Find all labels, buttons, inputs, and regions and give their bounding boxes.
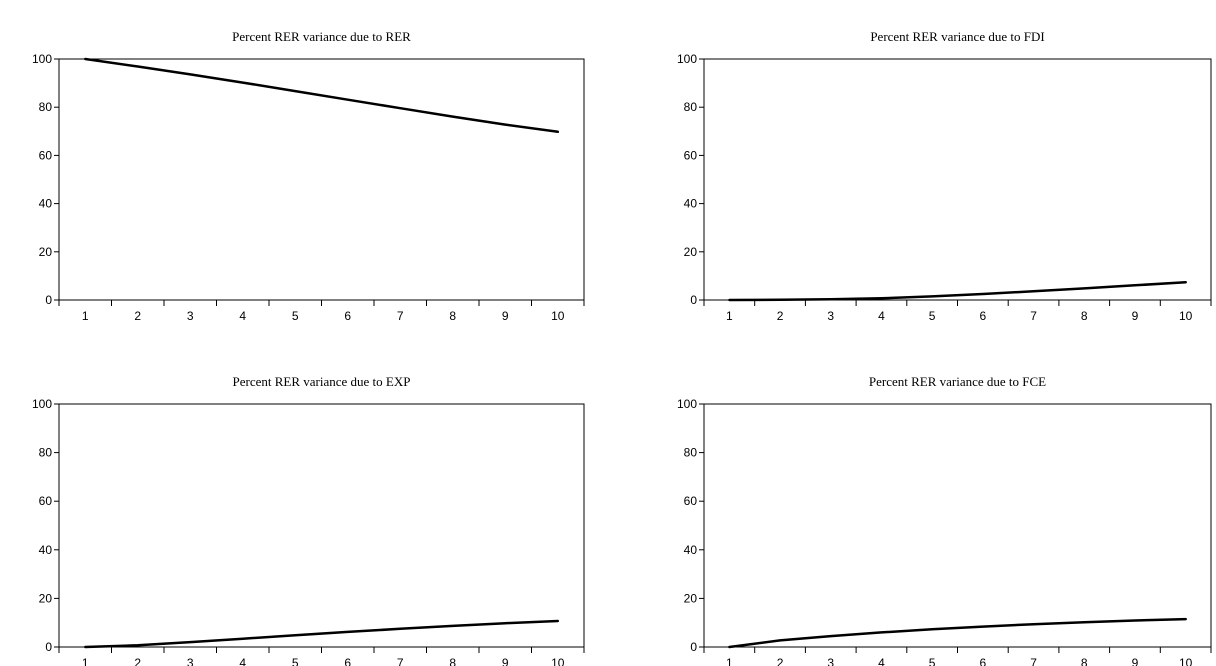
x-tick-label: 7 [1030,656,1037,666]
x-tick-label: 3 [827,309,834,323]
y-tick-label: 0 [690,640,697,654]
x-tick-label: 5 [929,656,936,666]
chart-title: Percent RER variance due to FDI [870,29,1044,44]
x-tick-label: 9 [502,656,509,666]
x-tick-label: 8 [449,656,456,666]
y-tick-label: 20 [684,591,698,605]
y-tick-label: 20 [684,245,698,259]
y-tick-label: 80 [39,446,53,460]
y-tick-label: 60 [39,494,53,508]
x-tick-label: 2 [134,656,141,666]
y-tick-label: 40 [39,543,53,557]
x-tick-label: 6 [980,656,987,666]
x-tick-label: 7 [397,656,404,666]
x-tick-label: 4 [239,309,246,323]
y-tick-label: 100 [32,52,52,66]
series-line [84,57,560,134]
plot-frame [703,58,1212,301]
series-line [728,280,1187,302]
x-tick-label: 4 [878,656,885,666]
y-tick-label: 60 [684,494,698,508]
x-tick-label: 9 [1132,656,1139,666]
y-tick-label: 20 [39,245,53,259]
x-tick-label: 2 [134,309,141,323]
panel-fce: Percent RER variance due to FCE 0 20 40 60 80… [677,374,1212,666]
x-tick-label: 6 [344,309,351,323]
plot-frame [703,403,1212,648]
x-tick-label: 1 [726,309,733,323]
x-tick-label: 3 [187,309,194,323]
x-tick-label: 8 [449,309,456,323]
x-tick-label: 10 [1179,309,1193,323]
chart-title: Percent RER variance due to FCE [869,374,1046,389]
x-tick-label: 4 [878,309,885,323]
x-tick-label: 9 [1132,309,1139,323]
x-tick-label: 5 [929,309,936,323]
y-tick-label: 60 [39,148,53,162]
y-tick-label: 80 [39,100,53,114]
y-tick-label: 0 [45,640,52,654]
x-tick-label: 5 [292,656,299,666]
x-tick-label: 1 [82,309,89,323]
plot-frame [58,403,585,648]
x-tick-label: 10 [551,309,565,323]
chart-title: Percent RER variance due to EXP [233,374,411,389]
x-tick-label: 3 [187,656,194,666]
series-line [728,617,1187,649]
x-tick-label: 8 [1081,656,1088,666]
y-tick-label: 20 [39,591,53,605]
series-line [84,619,560,649]
y-tick-label: 60 [684,148,698,162]
x-tick-label: 5 [292,309,299,323]
x-tick-label: 4 [239,656,246,666]
x-tick-label: 2 [777,309,784,323]
x-tick-label: 1 [726,656,733,666]
panel-fdi: Percent RER variance due to FDI 0 20 40 60 80… [677,29,1212,323]
y-tick-label: 100 [32,397,52,411]
x-tick-label: 9 [502,309,509,323]
y-tick-label: 40 [39,197,53,211]
y-tick-label: 0 [45,293,52,307]
y-tick-label: 40 [684,197,698,211]
x-tick-label: 8 [1081,309,1088,323]
y-tick-label: 100 [677,52,697,66]
chart-title: Percent RER variance due to RER [232,29,411,44]
x-tick-label: 7 [397,309,404,323]
x-tick-label: 2 [777,656,784,666]
panel-exp: Percent RER variance due to EXP 0 20 40 60 80… [32,374,585,666]
x-tick-label: 7 [1030,309,1037,323]
x-tick-label: 6 [344,656,351,666]
y-tick-label: 40 [684,543,698,557]
y-tick-label: 100 [677,397,697,411]
y-tick-label: 80 [684,100,698,114]
y-tick-label: 80 [684,446,698,460]
x-tick-label: 1 [82,656,89,666]
x-tick-label: 6 [980,309,987,323]
x-tick-label: 10 [1179,656,1193,666]
x-tick-label: 10 [551,656,565,666]
y-tick-label: 0 [690,293,697,307]
x-tick-label: 3 [827,656,834,666]
panel-rer: Percent RER variance due to RER 0 20 40 60 80… [32,29,585,323]
